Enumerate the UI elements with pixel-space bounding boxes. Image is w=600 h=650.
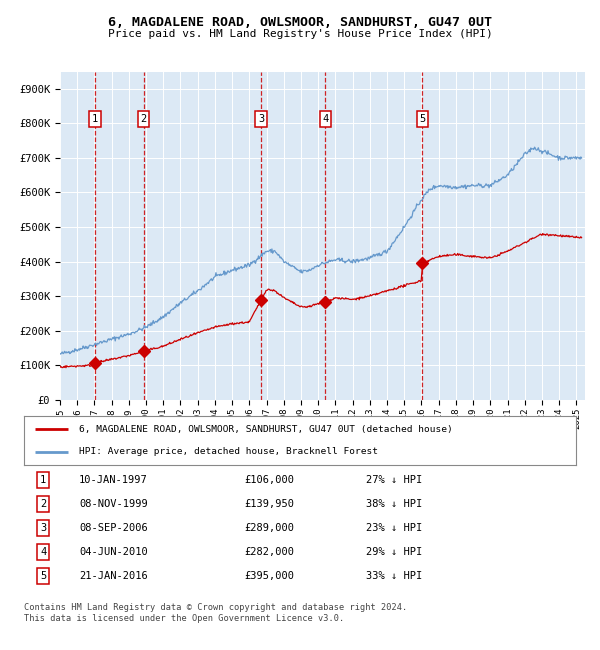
Text: 29% ↓ HPI: 29% ↓ HPI xyxy=(366,547,422,557)
Text: £282,000: £282,000 xyxy=(245,547,295,557)
Text: 4: 4 xyxy=(322,114,329,124)
Text: 3: 3 xyxy=(258,114,265,124)
Text: £106,000: £106,000 xyxy=(245,475,295,485)
Text: 5: 5 xyxy=(40,571,46,581)
Text: 33% ↓ HPI: 33% ↓ HPI xyxy=(366,571,422,581)
Text: 10-JAN-1997: 10-JAN-1997 xyxy=(79,475,148,485)
Text: 08-NOV-1999: 08-NOV-1999 xyxy=(79,499,148,509)
Text: Contains HM Land Registry data © Crown copyright and database right 2024.
This d: Contains HM Land Registry data © Crown c… xyxy=(24,603,407,623)
Text: 1: 1 xyxy=(92,114,98,124)
Text: 6, MAGDALENE ROAD, OWLSMOOR, SANDHURST, GU47 0UT (detached house): 6, MAGDALENE ROAD, OWLSMOOR, SANDHURST, … xyxy=(79,424,453,434)
Text: 08-SEP-2006: 08-SEP-2006 xyxy=(79,523,148,533)
Text: 1: 1 xyxy=(40,475,46,485)
Text: 6, MAGDALENE ROAD, OWLSMOOR, SANDHURST, GU47 0UT: 6, MAGDALENE ROAD, OWLSMOOR, SANDHURST, … xyxy=(108,16,492,29)
Text: 4: 4 xyxy=(40,547,46,557)
Text: £395,000: £395,000 xyxy=(245,571,295,581)
Text: £289,000: £289,000 xyxy=(245,523,295,533)
Text: 27% ↓ HPI: 27% ↓ HPI xyxy=(366,475,422,485)
Text: 04-JUN-2010: 04-JUN-2010 xyxy=(79,547,148,557)
Text: 2: 2 xyxy=(40,499,46,509)
Text: 38% ↓ HPI: 38% ↓ HPI xyxy=(366,499,422,509)
Text: 21-JAN-2016: 21-JAN-2016 xyxy=(79,571,148,581)
Text: 5: 5 xyxy=(419,114,425,124)
Text: £139,950: £139,950 xyxy=(245,499,295,509)
Text: HPI: Average price, detached house, Bracknell Forest: HPI: Average price, detached house, Brac… xyxy=(79,447,378,456)
Text: 23% ↓ HPI: 23% ↓ HPI xyxy=(366,523,422,533)
Text: 3: 3 xyxy=(40,523,46,533)
Text: Price paid vs. HM Land Registry's House Price Index (HPI): Price paid vs. HM Land Registry's House … xyxy=(107,29,493,39)
Text: 2: 2 xyxy=(140,114,147,124)
